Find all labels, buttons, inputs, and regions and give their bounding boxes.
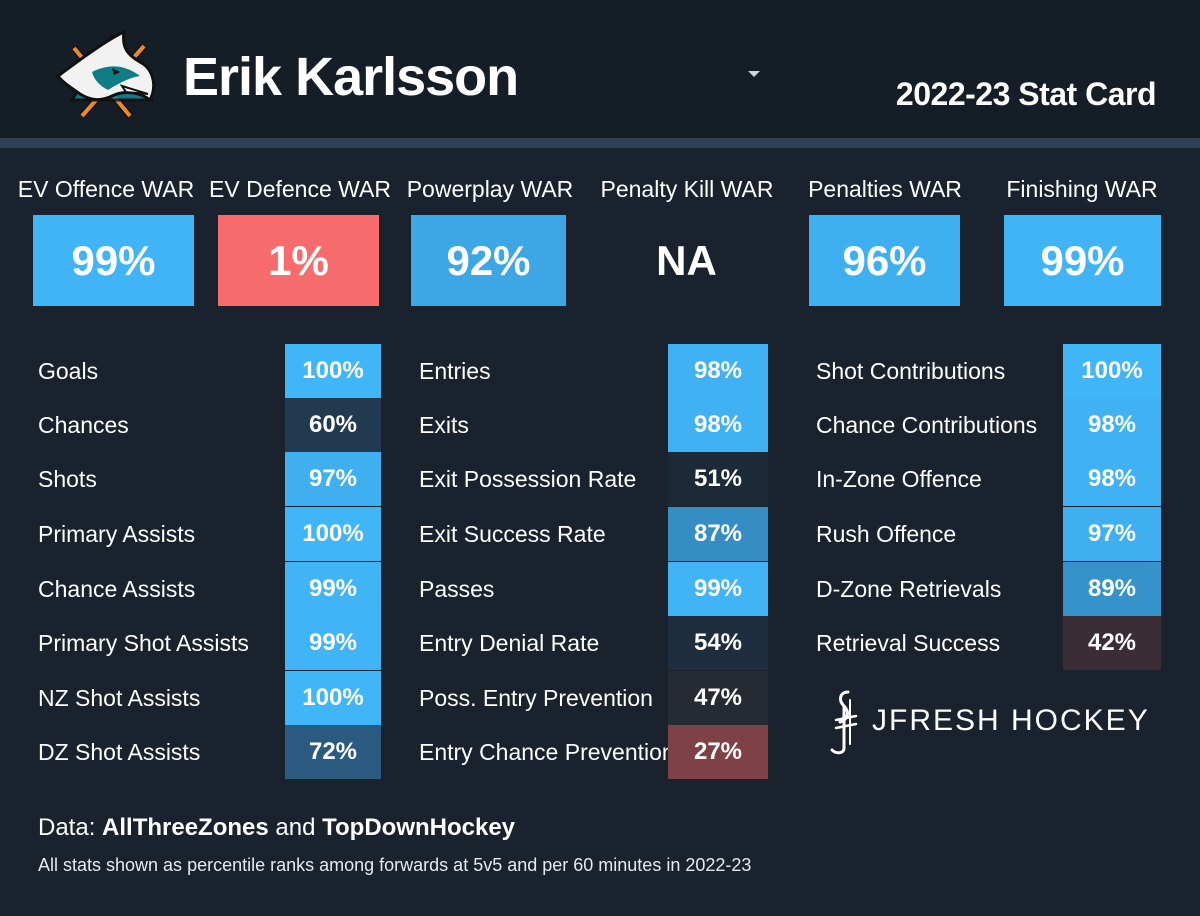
stat-row-entry-chance-prevention: Entry Chance Prevention 27% (419, 725, 768, 779)
war-label-ev-offence: EV Offence WAR (17, 176, 195, 202)
brand-name: JFRESH HOCKEY (872, 704, 1150, 737)
stat-label: Shot Contributions (816, 358, 1006, 384)
source-allthreezones: AllThreeZones (102, 814, 269, 841)
stat-value: 72% (285, 725, 381, 779)
stat-row-nz-shot-assists: NZ Shot Assists 100% (38, 671, 381, 725)
stat-value: 97% (1063, 507, 1161, 561)
stat-value: 47% (668, 671, 768, 725)
stat-value: 54% (668, 616, 768, 670)
player-name: Erik Karlsson (183, 47, 519, 107)
stat-value: 99% (668, 562, 768, 616)
card-header (0, 0, 1200, 138)
jfresh-hockey-logo-icon (830, 690, 858, 755)
stat-row-passes: Passes 99% (419, 562, 768, 616)
stat-value: 87% (668, 507, 768, 561)
stat-label: Exits (419, 412, 469, 438)
war-label-penalties: Penalties WAR (808, 176, 962, 202)
stat-value: 42% (1063, 616, 1161, 670)
stat-row-goals: Goals 100% (38, 344, 381, 398)
stat-row-primary-shot-assists: Primary Shot Assists 99% (38, 616, 381, 670)
war-label-ev-defence: EV Defence WAR (209, 176, 391, 202)
war-value-penalties: 96% (809, 215, 960, 306)
stat-row-poss-entry-prevention: Poss. Entry Prevention 47% (419, 671, 768, 725)
stat-row-d-zone-retrievals: D-Zone Retrievals 89% (816, 562, 1161, 616)
footer-note: All stats shown as percentile ranks amon… (38, 855, 752, 875)
stat-row-dz-shot-assists: DZ Shot Assists 72% (38, 725, 381, 779)
stat-value: 99% (285, 562, 381, 616)
header-divider (0, 138, 1200, 148)
stat-label: Entry Chance Prevention (419, 739, 675, 765)
stat-row-exit-success-rate: Exit Success Rate 87% (419, 507, 768, 561)
stat-value: 100% (285, 344, 381, 398)
stat-label: In-Zone Offence (816, 466, 982, 492)
stat-label: Primary Assists (38, 521, 196, 547)
war-value-penalty-kill: NA (656, 236, 717, 284)
war-label-finishing: Finishing WAR (1006, 176, 1158, 202)
war-value-ev-defence: 1% (218, 215, 379, 306)
stat-label: DZ Shot Assists (38, 739, 201, 765)
stat-value: 51% (668, 452, 768, 506)
stat-label: Exit Possession Rate (419, 466, 637, 492)
stat-row-retrieval-success: Retrieval Success 42% (816, 616, 1161, 670)
stat-row-entry-denial-rate: Entry Denial Rate 54% (419, 616, 768, 670)
stat-label: Passes (419, 576, 495, 602)
stat-row-shot-contributions: Shot Contributions 100% (816, 344, 1161, 398)
stat-label: Entries (419, 358, 491, 384)
stat-row-shots: Shots 97% (38, 452, 381, 506)
war-value-ev-offence: 99% (33, 215, 194, 306)
and-text: and (268, 814, 323, 841)
stat-label: Shots (38, 466, 97, 492)
war-value-powerplay: 92% (411, 215, 566, 306)
stat-value: 98% (668, 398, 768, 452)
stat-label: Entry Denial Rate (419, 630, 600, 656)
stat-value: 100% (285, 507, 381, 561)
stat-row-exits: Exits 98% (419, 398, 768, 452)
shark-logo-icon (55, 29, 156, 119)
stat-value: 98% (1063, 452, 1161, 506)
stat-label: Retrieval Success (816, 630, 1001, 656)
stat-label: NZ Shot Assists (38, 685, 201, 711)
source-topdownhockey: TopDownHockey (322, 814, 516, 841)
data-prefix: Data: (38, 814, 103, 841)
stat-row-primary-assists: Primary Assists 100% (38, 507, 381, 561)
stat-row-entries: Entries 98% (419, 344, 768, 398)
stat-row-exit-possession-rate: Exit Possession Rate 51% (419, 452, 768, 506)
caret-down-icon[interactable] (748, 71, 760, 77)
stat-label: Goals (38, 358, 99, 384)
stat-value: 97% (285, 452, 381, 506)
data-source: Data: AllThreeZones and TopDownHockey (38, 814, 515, 842)
stat-label: Rush Offence (816, 521, 957, 547)
stat-label: D-Zone Retrievals (816, 576, 1002, 602)
stat-label: Chances (38, 412, 129, 438)
war-value-finishing: 99% (1004, 215, 1161, 306)
stat-row-in-zone-offence: In-Zone Offence 98% (816, 452, 1161, 506)
card-title: 2022-23 Stat Card (895, 76, 1157, 112)
stat-row-chance-assists: Chance Assists 99% (38, 562, 381, 616)
stat-label: Chance Contributions (816, 412, 1038, 438)
stat-value: 100% (1063, 344, 1161, 398)
stat-value: 98% (668, 344, 768, 398)
stat-label: Exit Success Rate (419, 521, 606, 547)
war-label-penalty-kill: Penalty Kill WAR (600, 176, 774, 202)
stat-value: 100% (285, 671, 381, 725)
stat-row-rush-offence: Rush Offence 97% (816, 507, 1161, 561)
stat-value: 98% (1063, 398, 1161, 452)
stat-row-chance-contributions: Chance Contributions 98% (816, 398, 1161, 452)
war-label-powerplay: Powerplay WAR (406, 176, 574, 202)
stat-value: 60% (285, 398, 381, 452)
stat-row-chances: Chances 60% (38, 398, 381, 452)
stat-label: Chance Assists (38, 576, 196, 602)
stat-value: 99% (285, 616, 381, 670)
stat-label: Primary Shot Assists (38, 630, 249, 656)
stat-label: Poss. Entry Prevention (419, 685, 653, 711)
stat-value: 27% (668, 725, 768, 779)
stat-value: 89% (1063, 562, 1161, 616)
